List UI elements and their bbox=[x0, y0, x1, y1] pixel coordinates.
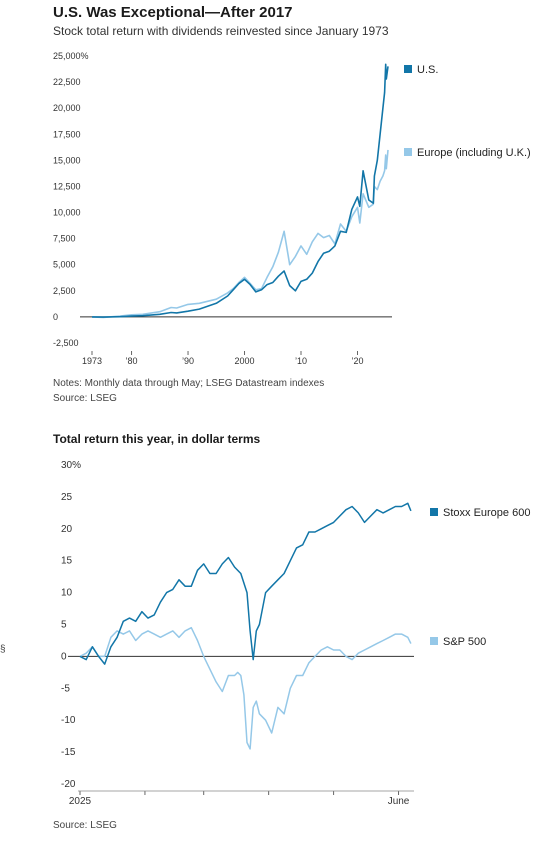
c2-legend-label-0: Stoxx Europe 600 bbox=[443, 507, 530, 519]
c2-y-tick-label: -15 bbox=[61, 747, 76, 758]
c1-legend-swatch-1 bbox=[404, 148, 412, 156]
c1-x-tick-label: ’10 bbox=[295, 356, 307, 366]
chart2-title: Total return this year, in dollar terms bbox=[53, 432, 261, 446]
c1-x-tick-label: 2000 bbox=[235, 356, 255, 366]
c1-y-tick-label: 20,000 bbox=[53, 103, 81, 113]
c2-series-line-0 bbox=[79, 502, 412, 665]
c1-y-tick-label: -2,500 bbox=[53, 338, 79, 348]
c2-legend-swatch-1 bbox=[430, 637, 438, 645]
c1-x-tick-label: ’20 bbox=[351, 356, 363, 366]
c1-y-tick-label: 22,500 bbox=[53, 77, 81, 87]
margin-mark: § bbox=[0, 644, 6, 655]
c2-x-tick-label: 2025 bbox=[69, 796, 92, 807]
c1-x-tick-label: ’90 bbox=[182, 356, 194, 366]
c2-y-tick-label: -20 bbox=[61, 779, 76, 790]
c1-legend-swatch-0 bbox=[404, 65, 412, 73]
c2-y-tick-label: -5 bbox=[61, 683, 70, 694]
c2-y-tick-label: 0 bbox=[61, 651, 67, 662]
chart1-title: U.S. Was Exceptional—After 2017 bbox=[53, 4, 293, 21]
c1-legend-label-0: U.S. bbox=[417, 64, 438, 76]
c2-y-tick-label: -10 bbox=[61, 715, 76, 726]
c1-y-tick-label: 25,000% bbox=[53, 51, 89, 61]
c2-legend-swatch-0 bbox=[430, 508, 438, 516]
c2-y-tick-label: 25 bbox=[61, 492, 73, 503]
c1-y-tick-label: 10,000 bbox=[53, 208, 81, 218]
c1-y-tick-label: 12,500 bbox=[53, 181, 81, 191]
c1-x-tick-label: 1973 bbox=[82, 356, 102, 366]
c2-y-tick-label: 5 bbox=[61, 620, 67, 631]
c1-y-tick-label: 7,500 bbox=[53, 234, 76, 244]
c2-y-tick-label: 30% bbox=[61, 460, 81, 471]
c1-series-line-1 bbox=[91, 149, 389, 319]
chart1-subtitle: Stock total return with dividends reinve… bbox=[53, 24, 389, 38]
c1-series-line-0 bbox=[91, 63, 389, 318]
c1-legend-label-1: Europe (including U.K.) bbox=[417, 147, 531, 159]
c1-y-tick-label: 0 bbox=[53, 312, 58, 322]
c1-y-tick-label: 17,500 bbox=[53, 129, 81, 139]
c2-series-line-1 bbox=[79, 626, 412, 750]
c2-x-tick-label: June bbox=[388, 796, 410, 807]
c2-legend-label-1: S&P 500 bbox=[443, 636, 486, 648]
c2-y-tick-label: 20 bbox=[61, 524, 73, 535]
chart1-source: Source: LSEG bbox=[53, 393, 117, 404]
c2-y-tick-label: 15 bbox=[61, 556, 73, 567]
chart1-notes: Notes: Monthly data through May; LSEG Da… bbox=[53, 378, 325, 389]
c2-y-tick-label: 10 bbox=[61, 588, 73, 599]
c1-y-tick-label: 5,000 bbox=[53, 260, 76, 270]
chart2-source: Source: LSEG bbox=[53, 820, 117, 831]
c1-y-tick-label: 2,500 bbox=[53, 286, 76, 296]
c1-y-tick-label: 15,000 bbox=[53, 155, 81, 165]
c1-x-tick-label: ’80 bbox=[126, 356, 138, 366]
